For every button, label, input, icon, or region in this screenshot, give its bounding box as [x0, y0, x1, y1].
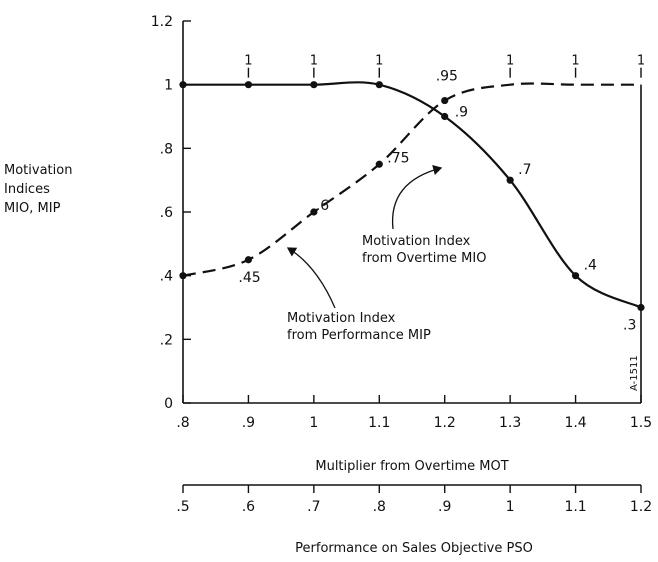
- data-point: [441, 112, 449, 121]
- data-label: .4: [584, 258, 597, 274]
- top-tick-label: 1: [375, 54, 383, 69]
- data-point: [179, 81, 187, 89]
- data-point: [310, 208, 318, 216]
- x-tick-label: 1.4: [564, 415, 586, 431]
- top-tick-label: 1: [637, 54, 645, 69]
- data-point: [310, 81, 318, 89]
- data-point: [637, 303, 645, 312]
- top-tick-label: 1: [506, 54, 514, 69]
- y-tick-label: 1: [164, 78, 173, 94]
- data-label: .9: [455, 105, 468, 121]
- y-axis-label-line-3: MIO, MIP: [4, 201, 61, 216]
- data-point: [506, 176, 514, 184]
- secondary-x-tick-label: .6: [242, 499, 255, 515]
- secondary-x-tick-label: 1: [506, 499, 515, 515]
- x-tick-label: 1.1: [368, 415, 390, 431]
- x-tick-label: .8: [176, 415, 189, 431]
- annotation-mip-line-2: from Performance MIP: [287, 328, 431, 343]
- y-tick-label: .4: [160, 269, 173, 285]
- x-tick-label: .9: [242, 415, 255, 431]
- x-axis-title: Multiplier from Overtime MOT: [315, 459, 508, 474]
- secondary-x-tick-label: .9: [438, 499, 451, 515]
- x-tick-label: 1: [309, 415, 318, 431]
- secondary-x-tick-label: .7: [307, 499, 320, 515]
- y-axis-label-line-2: Indices: [4, 182, 50, 197]
- top-tick-label: 1: [310, 54, 318, 69]
- data-label: .6: [316, 198, 329, 214]
- secondary-x-tick-label: 1.2: [630, 499, 652, 515]
- top-tick-label: 1: [571, 54, 579, 69]
- annotation-mio-line-1: Motivation Index: [362, 234, 471, 249]
- y-tick-label: .8: [160, 141, 173, 157]
- series-line-mip: [182, 82, 641, 277]
- y-axis-label-line-1: Motivation: [4, 163, 73, 178]
- series-line-mio: [183, 81, 642, 309]
- data-label: .45: [238, 270, 260, 286]
- annotation-mio-line-2: from Overtime MIO: [362, 251, 486, 266]
- data-point: [441, 96, 449, 105]
- annotation-mip-line-1: Motivation Index: [287, 311, 396, 326]
- x-tick-label: 1.5: [630, 415, 652, 431]
- data-point: [244, 256, 253, 264]
- data-label: .95: [436, 69, 458, 85]
- data-point: [571, 272, 580, 280]
- secondary-x-tick-label: .5: [176, 499, 189, 515]
- secondary-x-axis-title: Performance on Sales Objective PSO: [295, 541, 533, 556]
- figure-id: A-1511: [629, 355, 640, 391]
- annotation-arrow-mip: [286, 247, 336, 309]
- data-point: [244, 81, 253, 89]
- data-label: .3: [623, 318, 636, 334]
- y-tick-label: 0: [164, 396, 173, 412]
- annotation-arrow-mio: [391, 164, 443, 230]
- y-tick-label: 1.2: [151, 14, 173, 30]
- data-point: [375, 160, 383, 168]
- x-tick-label: 1.3: [499, 415, 521, 431]
- top-tick-label: 1: [244, 54, 252, 69]
- secondary-x-tick-label: 1.1: [564, 499, 586, 515]
- data-point: [179, 272, 187, 280]
- secondary-x-tick-label: .8: [373, 499, 386, 515]
- x-tick-label: 1.2: [434, 415, 456, 431]
- y-tick-label: .2: [160, 332, 173, 348]
- data-label: .75: [387, 150, 409, 166]
- data-label: .7: [518, 162, 531, 178]
- data-point: [375, 81, 383, 89]
- y-tick-label: .6: [160, 205, 173, 221]
